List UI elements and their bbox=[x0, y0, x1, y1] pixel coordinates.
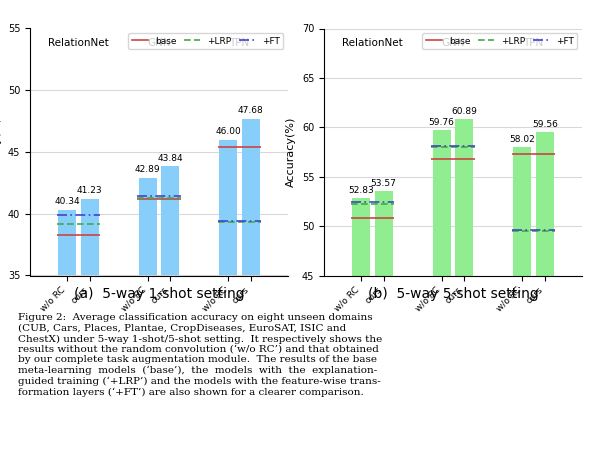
Text: 59.56: 59.56 bbox=[532, 120, 558, 129]
Text: 46.00: 46.00 bbox=[215, 127, 241, 136]
Text: 41.23: 41.23 bbox=[77, 186, 103, 195]
Text: TPN: TPN bbox=[523, 38, 544, 48]
Y-axis label: Accuracy(%): Accuracy(%) bbox=[0, 117, 2, 187]
Bar bbox=[536, 132, 554, 276]
Text: (a)  5-way 1-shot setting: (a) 5-way 1-shot setting bbox=[74, 287, 244, 301]
Bar bbox=[375, 191, 392, 276]
Bar bbox=[352, 198, 370, 276]
Text: RelationNet: RelationNet bbox=[48, 38, 109, 48]
Text: 53.57: 53.57 bbox=[371, 179, 397, 188]
Bar bbox=[220, 140, 237, 276]
Bar bbox=[81, 199, 98, 276]
Bar bbox=[161, 166, 179, 276]
Text: 40.34: 40.34 bbox=[54, 197, 80, 206]
Bar bbox=[433, 130, 451, 276]
Text: 43.84: 43.84 bbox=[157, 153, 183, 162]
Text: Figure 2:  Average classification accuracy on eight unseen domains
(CUB, Cars, P: Figure 2: Average classification accurac… bbox=[18, 314, 382, 397]
Text: 59.76: 59.76 bbox=[429, 118, 455, 127]
Bar bbox=[58, 209, 76, 276]
Legend: base, +LRP, +FT: base, +LRP, +FT bbox=[128, 33, 283, 49]
Bar bbox=[514, 147, 531, 276]
Text: 52.83: 52.83 bbox=[348, 186, 374, 195]
Text: GNN: GNN bbox=[441, 38, 465, 48]
Text: TPN: TPN bbox=[229, 38, 250, 48]
Text: RelationNet: RelationNet bbox=[342, 38, 403, 48]
Bar bbox=[242, 119, 260, 276]
Text: 58.02: 58.02 bbox=[509, 135, 535, 144]
Y-axis label: Accuracy(%): Accuracy(%) bbox=[286, 117, 296, 187]
Bar bbox=[455, 118, 473, 276]
Legend: base, +LRP, +FT: base, +LRP, +FT bbox=[422, 33, 577, 49]
Text: (b)  5-way 5-shot setting: (b) 5-way 5-shot setting bbox=[368, 287, 538, 301]
Text: 60.89: 60.89 bbox=[451, 106, 477, 115]
Text: GNN: GNN bbox=[147, 38, 171, 48]
Text: 47.68: 47.68 bbox=[238, 106, 264, 115]
Bar bbox=[139, 178, 157, 276]
Text: 42.89: 42.89 bbox=[135, 165, 161, 174]
